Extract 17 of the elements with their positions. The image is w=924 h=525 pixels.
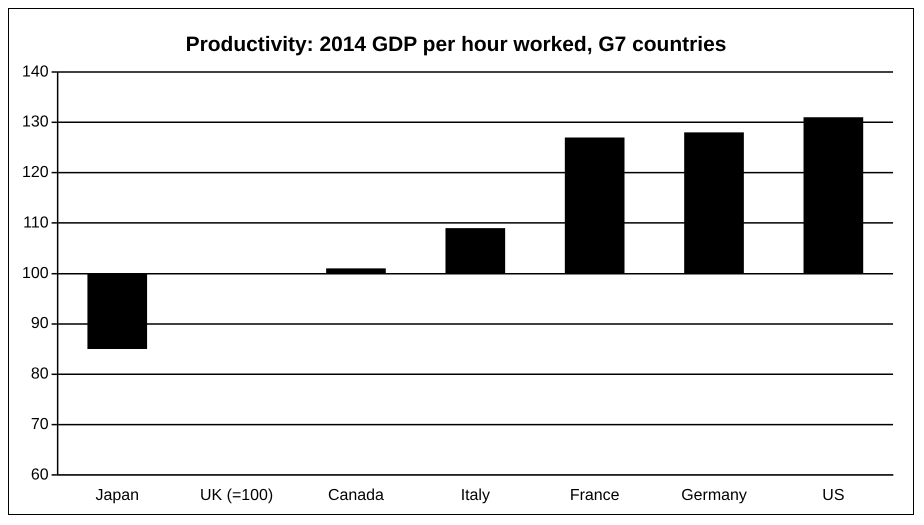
x-tick-label: Italy — [460, 486, 490, 504]
y-tick-label: 90 — [30, 315, 49, 332]
y-tick-label: 110 — [23, 214, 49, 232]
y-tick-label: 120 — [22, 164, 49, 182]
x-tick-label: US — [822, 486, 844, 504]
x-tick-label: Germany — [681, 486, 747, 504]
x-tick-label: UK (=100) — [200, 486, 274, 504]
y-tick-label: 80 — [30, 366, 49, 383]
y-tick-label: 100 — [22, 264, 49, 282]
y-tick-label: 130 — [22, 114, 49, 131]
x-tick-label: Canada — [328, 486, 384, 504]
x-tick-label: France — [570, 486, 620, 504]
x-tick-label: Japan — [96, 486, 139, 504]
y-tick-label: 70 — [30, 416, 49, 433]
y-tick-label: 140 — [22, 63, 49, 80]
y-tick-label: 60 — [30, 466, 49, 484]
chart-title: Productivity: 2014 GDP per hour worked, G7 countries — [186, 33, 726, 56]
